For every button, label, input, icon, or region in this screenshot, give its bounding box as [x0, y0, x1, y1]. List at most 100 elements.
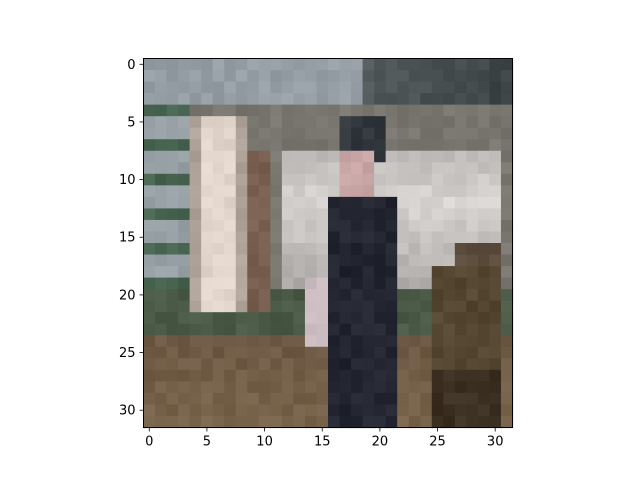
image-pixel [408, 162, 421, 175]
image-pixel [293, 369, 306, 382]
x-axis: 0 5 10 15 20 25 30 [145, 427, 503, 450]
image-pixel [500, 104, 514, 117]
image-pixel [431, 335, 444, 348]
image-pixel [397, 243, 410, 256]
image-pixel [178, 58, 191, 71]
image-pixel [304, 358, 318, 371]
image-pixel [328, 116, 341, 129]
image-pixel [443, 266, 456, 279]
image-pixel [201, 277, 214, 290]
image-pixel [270, 104, 283, 117]
image-pixel [328, 70, 341, 83]
image-pixel [155, 162, 168, 175]
image-pixel [351, 346, 364, 359]
x-tick-label: 5 [203, 435, 211, 450]
image-pixel [454, 312, 467, 325]
image-pixel [212, 300, 225, 313]
image-pixel [489, 231, 502, 244]
image-pixel [235, 150, 248, 163]
image-pixel [155, 70, 168, 83]
image-pixel [477, 185, 491, 198]
image-pixel [339, 254, 352, 267]
image-pixel [258, 415, 271, 429]
image-pixel [466, 196, 479, 210]
y-axis: 0 5 10 15 20 25 30 [119, 58, 144, 419]
image-pixel [293, 335, 306, 348]
image-pixel [212, 127, 225, 140]
image-pixel [385, 185, 398, 198]
image-pixel [328, 93, 341, 106]
image-pixel [385, 173, 398, 186]
image-pixel [293, 243, 306, 256]
image-pixel [374, 219, 387, 233]
image-pixel [454, 346, 467, 359]
image-pixel [454, 243, 467, 256]
image-pixel [235, 185, 248, 198]
image-pixel [212, 392, 225, 406]
image-pixel [258, 219, 271, 233]
image-pixel [351, 323, 364, 336]
image-pixel [420, 392, 433, 406]
image-pixel [374, 369, 387, 382]
image-pixel [270, 358, 283, 371]
image-pixel [178, 185, 191, 198]
image-pixel [477, 358, 491, 371]
image-pixel [235, 219, 248, 233]
image-pixel [166, 104, 179, 117]
image-pixel [166, 208, 179, 221]
image-pixel [143, 243, 156, 256]
image-pixel [408, 254, 421, 267]
image-pixel [362, 81, 375, 94]
image-pixel [351, 369, 364, 382]
image-pixel [178, 312, 191, 325]
image-pixel [178, 369, 191, 382]
image-pixel [316, 335, 329, 348]
image-pixel [189, 358, 202, 371]
image-pixel [304, 335, 318, 348]
image-pixel [189, 277, 202, 290]
image-pixel [489, 70, 502, 83]
image-pixel [143, 369, 156, 382]
image-pixel [316, 231, 329, 244]
image-pixel [443, 81, 456, 94]
image-pixel [328, 323, 341, 336]
image-pixel [339, 104, 352, 117]
image-pixel [281, 185, 295, 198]
image-pixel [466, 58, 479, 71]
image-pixel [316, 254, 329, 267]
image-pixel [178, 139, 191, 152]
image-pixel [443, 150, 456, 163]
image-pixel [385, 104, 398, 117]
image-pixel [304, 150, 318, 163]
image-pixel [351, 173, 364, 186]
image-pixel [351, 185, 364, 198]
image-pixel [212, 243, 225, 256]
image-pixel [328, 162, 341, 175]
image-pixel [166, 415, 179, 429]
image-pixel [397, 70, 410, 83]
image-pixel [431, 266, 444, 279]
image-pixel [328, 392, 341, 406]
image-pixel [212, 219, 225, 233]
image-pixel [235, 243, 248, 256]
image-pixel [408, 139, 421, 152]
image-pixel [178, 219, 191, 233]
image-pixel [500, 231, 514, 244]
image-pixel [351, 381, 364, 394]
image-pixel [500, 415, 514, 429]
image-pixel [339, 277, 352, 290]
image-pixel [374, 162, 387, 175]
image-pixel [247, 358, 260, 371]
image-pixel [224, 196, 237, 210]
image-pixel [155, 358, 168, 371]
image-pixel [374, 415, 387, 429]
image-pixel [339, 93, 352, 106]
image-pixel [155, 243, 168, 256]
image-pixel [489, 243, 502, 256]
image-pixel [270, 127, 283, 140]
image-pixel [431, 93, 444, 106]
image-pixel [454, 266, 467, 279]
image-pixel [224, 208, 237, 221]
image-pixel [420, 231, 433, 244]
